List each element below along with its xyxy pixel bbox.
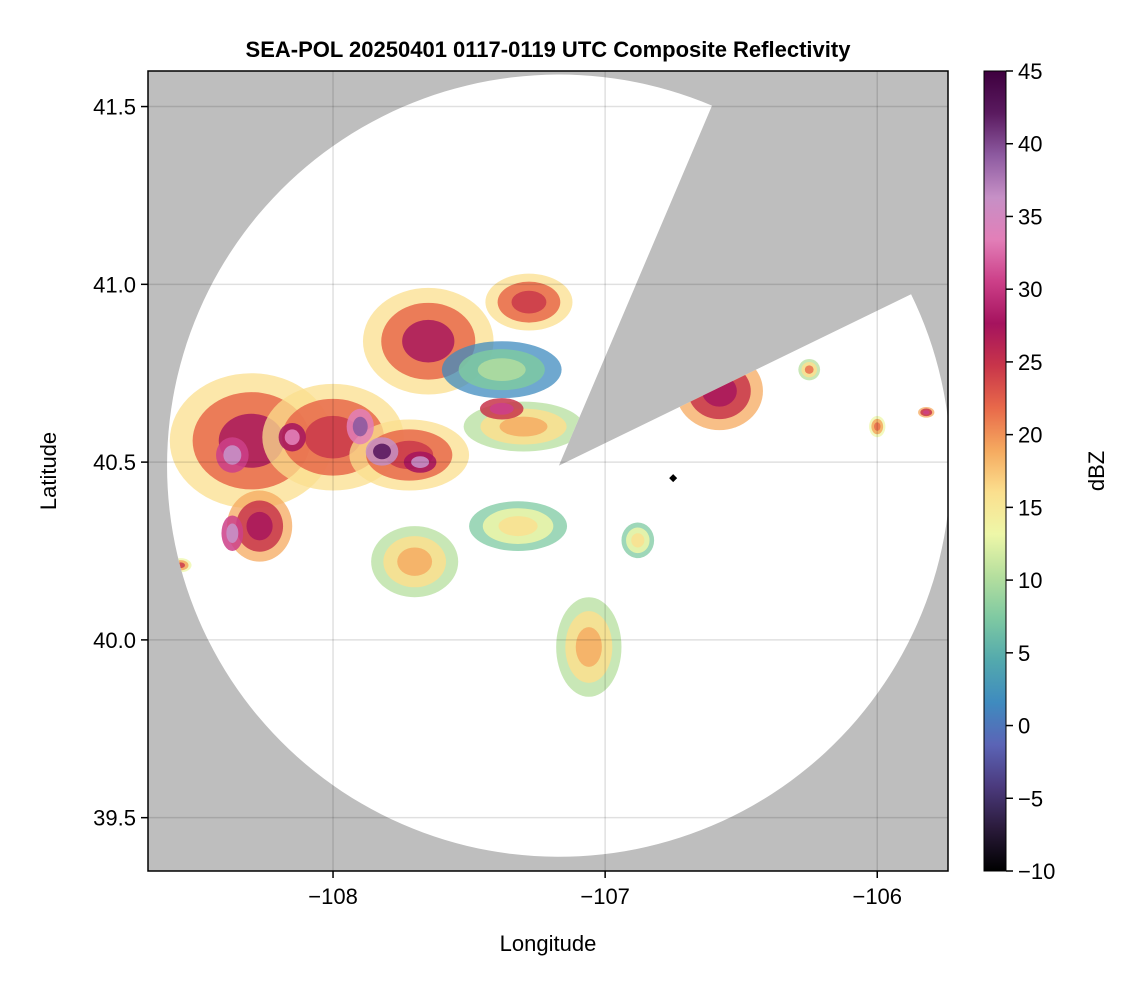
x-tick-label: −108: [308, 884, 358, 909]
grid-lines: [148, 71, 948, 871]
echo-north-cell: [362, 287, 494, 395]
echo-core-3: [216, 437, 249, 473]
colorbar-tick-label: 40: [1018, 132, 1042, 157]
y-tick-label: 41.0: [93, 272, 136, 297]
echo-core-6: [403, 451, 437, 473]
echo-west-south: [226, 490, 293, 562]
echo-core-1: [346, 408, 374, 445]
x-tick-label: −106: [852, 884, 902, 909]
y-tick-label: 40.5: [93, 450, 136, 475]
echo-east-small-1: [621, 522, 655, 559]
colorbar-tick-label: 15: [1018, 495, 1042, 520]
plot-frame: [147, 70, 949, 872]
x-tick-label: −107: [580, 884, 630, 909]
echo-blue-area: [441, 341, 562, 399]
y-axis-label: Latitude: [36, 432, 61, 510]
y-tick-label: 41.5: [93, 95, 136, 120]
echo-core-5: [278, 423, 306, 452]
y-tick-label: 40.0: [93, 628, 136, 653]
colorbar-tick-label: 10: [1018, 568, 1042, 593]
colorbar-tick-label: −10: [1018, 859, 1055, 884]
echo-north-cell-2: [485, 273, 573, 331]
echo-east-small-3: [869, 415, 886, 438]
y-tick-label: 39.5: [93, 806, 136, 831]
colorbar-tick-label: 45: [1018, 59, 1042, 84]
y-axis-ticks: 39.5 40.0 40.5 41.0 41.5: [93, 95, 148, 831]
echo-south-cell: [371, 526, 459, 598]
colorbar-label: dBZ: [1084, 451, 1109, 491]
x-axis-label: Longitude: [500, 931, 597, 956]
colorbar-gradient: [983, 70, 1007, 872]
chart-title: SEA-POL 20250401 0117-0119 UTC Composite…: [246, 37, 852, 62]
echo-core-7: [479, 398, 524, 420]
colorbar-tick-label: 0: [1018, 714, 1030, 739]
echo-core-4: [221, 515, 244, 551]
radar-coverage-area: [167, 74, 948, 857]
colorbar-tick-label: 5: [1018, 641, 1030, 666]
echo-south-blob: [556, 597, 622, 697]
echo-core-2: [365, 437, 399, 466]
colorbar-tick-label: 25: [1018, 350, 1042, 375]
colorbar-tick-label: 20: [1018, 423, 1042, 448]
colorbar-ticks: −10 −5 0 5 10 15 20 25 30 35 40 45: [1006, 59, 1055, 884]
echo-east-small-2: [798, 359, 821, 381]
colorbar-tick-label: 30: [1018, 277, 1042, 302]
colorbar-tick-label: 35: [1018, 204, 1042, 229]
site-marker: [669, 474, 678, 483]
colorbar: −10 −5 0 5 10 15 20 25 30 35 40 45 dBZ: [983, 59, 1109, 884]
echo-east-small-4: [918, 407, 935, 418]
plot-area: [148, 71, 948, 871]
echo-south-central: [469, 501, 568, 551]
colorbar-tick-label: −5: [1018, 786, 1043, 811]
x-axis-ticks: −108 −107 −106: [308, 871, 902, 909]
